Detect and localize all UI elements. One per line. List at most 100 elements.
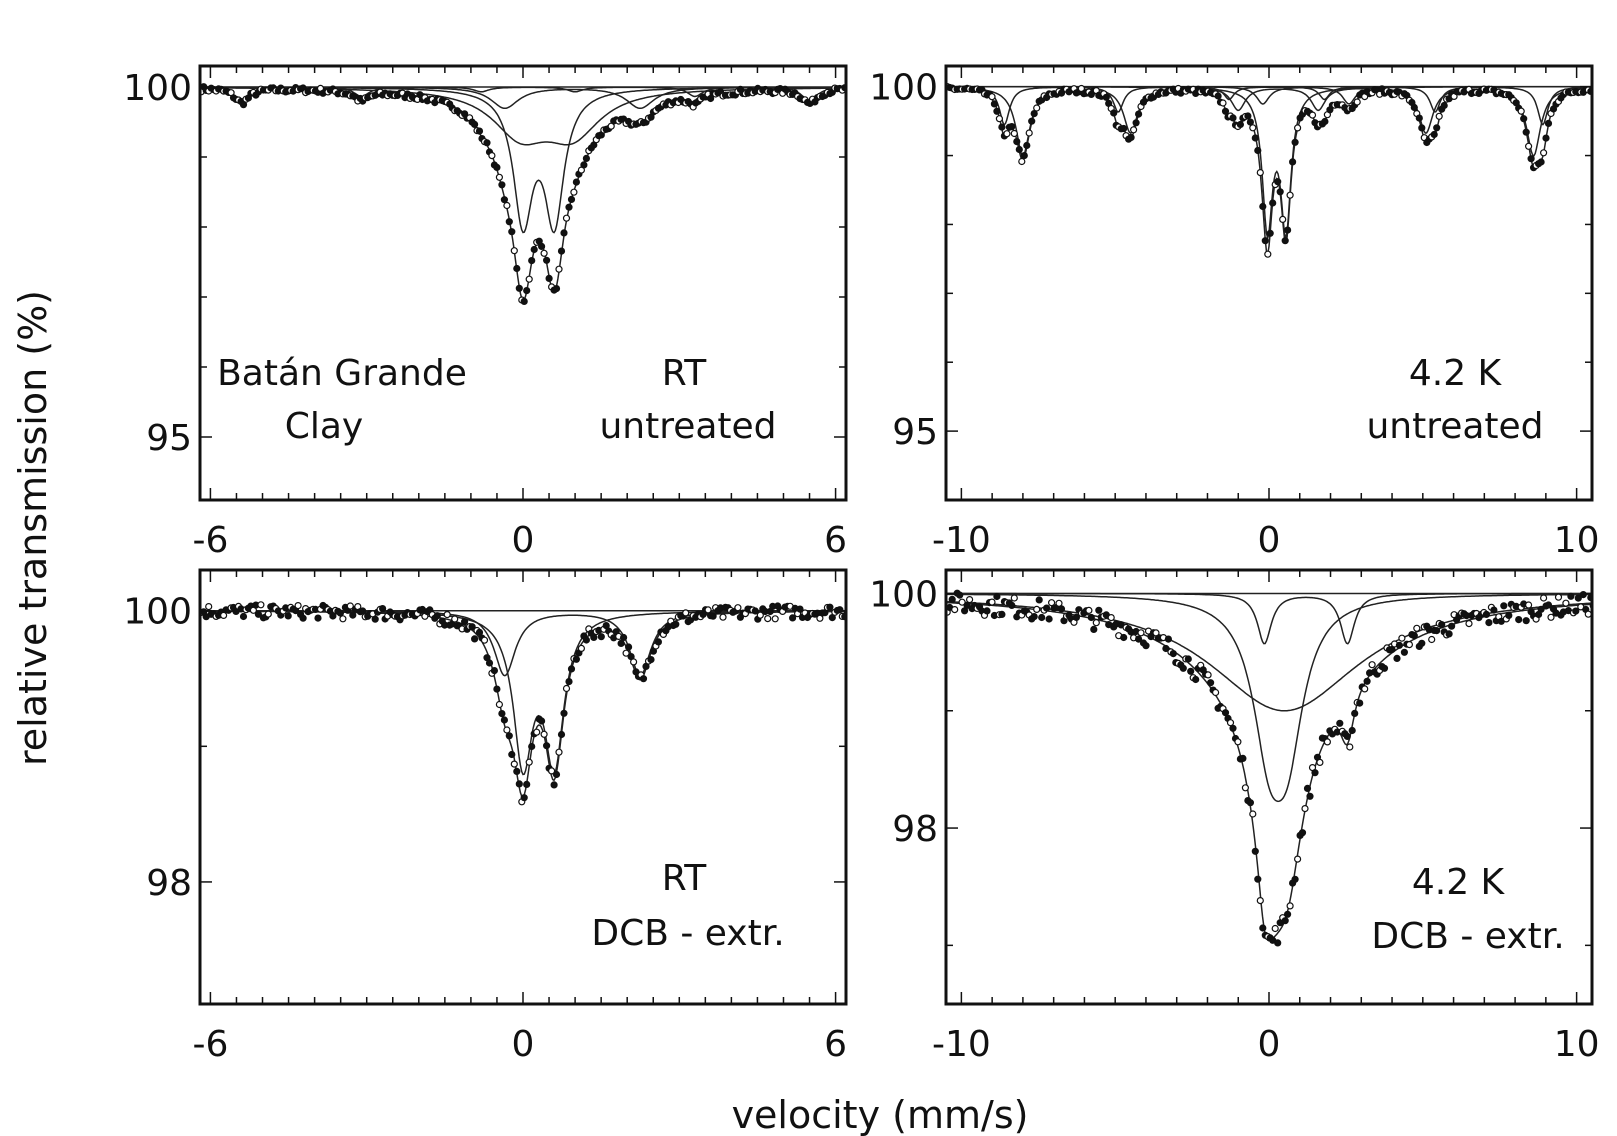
total-fit-curve: [200, 610, 846, 799]
plot-area: [946, 589, 1592, 947]
x-tick-label: 6: [824, 520, 847, 561]
data-point: [1033, 104, 1041, 112]
data-point: [756, 611, 764, 619]
data-point: [1283, 226, 1292, 234]
data-point: [963, 601, 971, 610]
data-point: [537, 242, 546, 250]
data-point: [1306, 792, 1314, 800]
data-point: [1301, 804, 1309, 813]
data-point: [443, 610, 451, 619]
data-point: [461, 618, 469, 626]
data-point: [1579, 590, 1587, 599]
data-point: [647, 655, 655, 664]
data-point: [1279, 215, 1287, 223]
component-curve-1: [200, 86, 846, 234]
data-point: [1169, 649, 1177, 658]
data-point: [622, 649, 630, 657]
data-point: [1539, 594, 1548, 602]
data-point: [1485, 618, 1493, 627]
plot-area: [946, 83, 1592, 258]
data-point: [299, 614, 307, 622]
data-point: [1567, 592, 1575, 600]
data-point: [1544, 119, 1553, 128]
data-point: [1517, 107, 1525, 115]
data-point: [1291, 138, 1299, 146]
data-point: [1234, 738, 1242, 746]
data-point: [493, 685, 501, 693]
data-point: [1120, 633, 1128, 642]
data-point: [505, 218, 513, 226]
data-point: [709, 612, 717, 620]
panel-annotation: Clay: [285, 406, 364, 447]
panel-annotation: untreated: [599, 406, 776, 447]
data-point: [1291, 875, 1299, 883]
data-point: [1539, 149, 1548, 157]
data-point: [1438, 620, 1446, 629]
data-point: [948, 595, 956, 604]
data-point: [336, 609, 344, 617]
data-point: [983, 607, 991, 615]
data-point: [951, 605, 959, 614]
data-point: [1107, 613, 1115, 622]
data-point: [1380, 664, 1389, 672]
y-tick-label: 98: [146, 863, 192, 904]
data-point: [572, 178, 581, 186]
data-point: [1435, 112, 1443, 120]
data-point: [1221, 709, 1230, 717]
data-point: [590, 633, 598, 642]
data-point: [1351, 709, 1359, 718]
data-point: [1281, 917, 1289, 925]
data-point: [1445, 630, 1453, 638]
data-point: [1398, 634, 1406, 642]
data-point: [1393, 654, 1401, 663]
data-point: [523, 287, 531, 295]
data-point: [582, 636, 591, 644]
data-point: [471, 635, 479, 643]
data-point: [1162, 644, 1170, 653]
data-point: [1236, 120, 1245, 129]
data-point: [1269, 199, 1277, 207]
data-point: [468, 623, 476, 631]
data-point: [1584, 610, 1592, 618]
data-point: [1522, 617, 1530, 625]
data-point: [1241, 784, 1250, 792]
data-point: [498, 181, 506, 189]
data-point: [1249, 124, 1257, 132]
data-point: [771, 615, 779, 623]
data-point: [1020, 152, 1028, 160]
data-point: [629, 658, 638, 666]
data-point: [1214, 92, 1222, 100]
data-point: [1095, 606, 1103, 614]
data-point: [1229, 114, 1237, 122]
data-point: [550, 781, 558, 789]
data-point: [682, 609, 690, 617]
data-point: [1410, 632, 1418, 640]
data-point: [1045, 615, 1053, 623]
data-point: [567, 195, 576, 203]
data-point: [1368, 661, 1376, 669]
data-point: [1276, 188, 1284, 196]
data-point: [1087, 613, 1095, 622]
data-point: [1261, 237, 1269, 245]
data-points: [200, 83, 846, 305]
data-point: [958, 598, 966, 606]
data-point: [1055, 599, 1063, 607]
data-point: [988, 598, 996, 606]
data-point: [560, 229, 568, 237]
data-point: [547, 767, 556, 775]
data-point: [1286, 191, 1294, 199]
x-tick-label: -10: [932, 1024, 991, 1065]
data-point: [582, 154, 591, 162]
data-point: [1544, 601, 1553, 609]
y-tick-label: 100: [869, 68, 938, 109]
data-point: [1256, 169, 1264, 177]
data-point: [1522, 128, 1530, 136]
panel-annotation: DCB - extr.: [591, 913, 784, 954]
panel-top-right: -10 0 10 100 95 4.2 K untreated: [869, 64, 1600, 561]
data-point: [1363, 677, 1371, 685]
data-point: [1264, 250, 1272, 258]
data-point: [993, 107, 1001, 115]
data-point: [1286, 902, 1294, 910]
data-point: [525, 758, 533, 766]
